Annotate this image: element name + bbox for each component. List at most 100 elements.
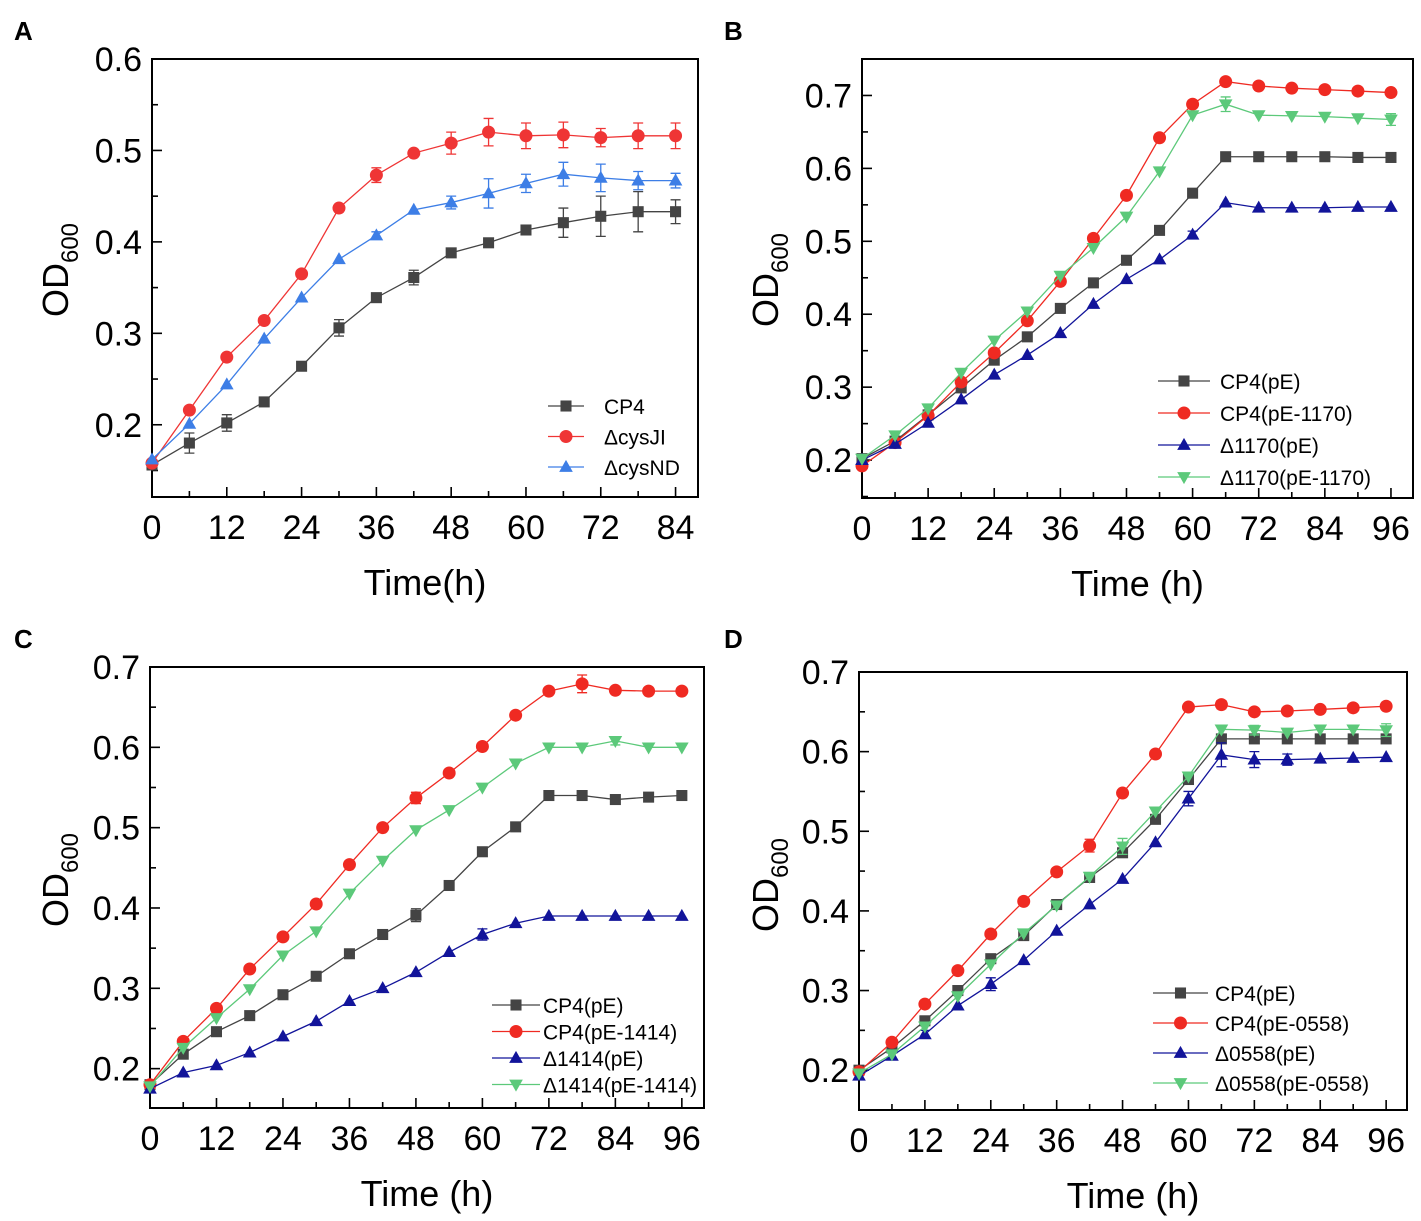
data-point [1049,900,1064,913]
data-point [409,791,423,805]
data-point [675,908,689,921]
data-point [482,125,496,139]
data-point [342,994,357,1007]
legend-marker [559,430,573,443]
data-point [1185,227,1200,240]
data-point [1380,733,1392,745]
data-point [1153,131,1167,145]
data-point [921,415,935,428]
data-point [1082,871,1097,884]
y-axis-title-main: OD [745,273,786,327]
data-point [1251,200,1266,213]
x-axis-title: Time(h) [364,562,487,603]
data-point [888,436,902,449]
data-point [1248,733,1260,745]
data-point [543,789,555,802]
data-point [885,1049,899,1062]
data-point [1351,84,1365,98]
y-tick-label: 0.6 [802,734,849,772]
x-tick-label: 12 [909,510,947,548]
data-point [556,128,570,142]
data-point [668,173,683,186]
data-point [509,708,523,722]
panel-c: C 0 12 24 36 48 60 72 84 96 0.2 0.3 0.4 0.5 0.6 0.7 Time… [14,624,705,1214]
x-tick-label: 84 [657,509,695,547]
legend-label: CP4(pE-1414) [543,1022,677,1045]
legend-entry: ΔcysJI [548,427,666,450]
legend-entry: CP4(pE) [1153,983,1296,1006]
legend-label: Δ1414(pE) [543,1048,643,1071]
legend-label: CP4(pE) [543,995,624,1018]
y-tick-label: 0.6 [805,150,852,188]
data-point [310,970,322,982]
x-tick-label: 0 [143,509,162,547]
panel-letter: C [14,624,33,654]
data-point [1148,835,1163,848]
legend-marker [510,999,522,1011]
plot-frame [858,671,1408,1111]
x-tick-label: 36 [1041,510,1079,548]
series-0 [144,789,688,1091]
data-point [954,392,969,405]
data-point [1346,701,1360,715]
data-point [641,742,656,755]
data-point [1219,75,1233,89]
data-point [1253,151,1265,163]
data-point [643,791,655,803]
data-point [675,684,689,698]
data-point [1218,99,1233,112]
legend-entry: Δ0558(pE-0558) [1153,1073,1369,1096]
data-point [1181,791,1196,804]
data-point [1016,953,1031,966]
data-point [576,789,588,802]
data-point [1120,254,1133,266]
data-point [595,210,607,222]
plot-frame [149,666,705,1109]
x-tick-label: 36 [357,509,395,547]
data-point [954,367,969,380]
data-point [209,1058,224,1071]
data-point [376,821,390,835]
data-point [1050,865,1064,879]
plot-frame [861,58,1414,499]
data-point [1318,111,1332,124]
data-point [377,928,389,941]
data-point [1318,200,1332,213]
data-point [409,965,423,978]
data-point [342,858,356,872]
data-point [1181,771,1196,784]
x-tick-label: 60 [507,509,545,547]
y-axis-title: OD600 [745,233,794,327]
y-axis-title-subscript: 600 [767,838,794,878]
data-point [954,375,968,389]
legend-entry: CP4(pE-1414) [492,1022,677,1045]
data-point [309,926,324,939]
x-tick-label: 72 [1235,1122,1273,1160]
legend-label: CP4 [604,396,645,419]
legend-marker [1174,1016,1187,1030]
data-point [244,1010,256,1022]
series-1 [145,117,683,470]
data-point [182,416,197,429]
y-tick-label: 0.5 [93,810,140,848]
x-tick-label: 72 [530,1120,568,1158]
legend-label: CP4(pE-0558) [1215,1013,1349,1036]
data-point [631,173,645,186]
data-point [1346,724,1361,737]
data-point [1119,272,1134,285]
data-point [520,224,532,236]
data-point [1384,86,1398,100]
data-point [182,403,196,417]
series-2 [145,161,683,465]
x-tick-label: 60 [1170,1122,1208,1160]
legend-marker [559,459,573,472]
y-tick-label: 0.2 [95,407,142,445]
legend-entry: Δ1170(pE-1170) [1158,467,1371,490]
y-tick-label: 0.3 [95,315,142,353]
data-point [985,953,997,965]
data-point [542,908,556,921]
data-point [475,782,490,795]
data-point [508,758,523,771]
data-point [209,1001,223,1015]
